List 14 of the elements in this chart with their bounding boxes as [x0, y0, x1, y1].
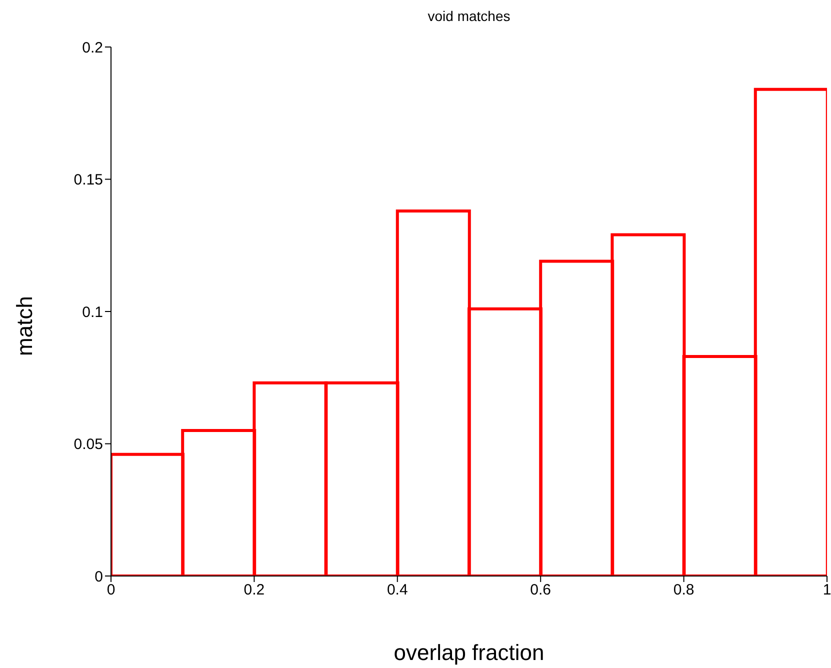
- x-tick-label: 0: [106, 582, 116, 599]
- y-tick-label: 0.1: [82, 304, 103, 321]
- y-tick-label: 0.05: [74, 436, 103, 454]
- chart-title: void matches: [426, 8, 512, 24]
- x-tick-label: 1: [822, 582, 831, 599]
- y-tick-label: 0: [94, 568, 103, 586]
- y-axis-title: match: [12, 296, 38, 356]
- x-axis-title: overlap fraction: [392, 640, 546, 666]
- x-tick-label: 0.8: [673, 582, 694, 599]
- x-tick-label: 0.2: [244, 582, 265, 599]
- x-tick-label: 0.6: [530, 582, 552, 599]
- y-tick-label: 0.15: [74, 172, 103, 189]
- x-tick-label: 0.4: [386, 582, 408, 599]
- y-tick-label: 0.2: [82, 39, 103, 56]
